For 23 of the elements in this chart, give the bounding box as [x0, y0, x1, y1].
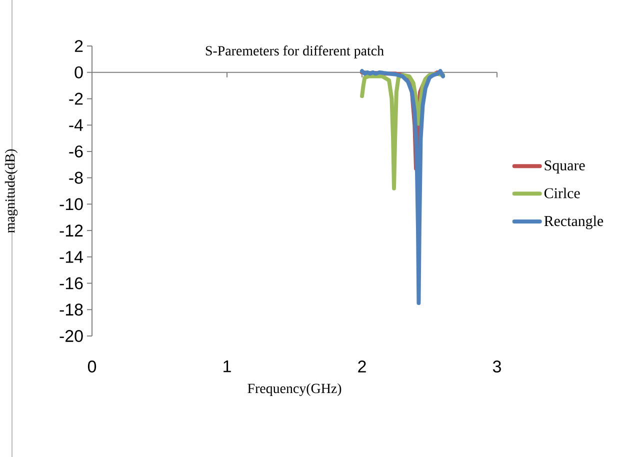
y-tick-label: -2: [69, 92, 83, 105]
y-tick-label: -18: [60, 304, 83, 316]
legend-label: Cirlce: [544, 188, 580, 198]
y-tick-label: -12: [60, 224, 83, 236]
y-tick-label: -4: [69, 119, 83, 131]
y-tick-label: -10: [60, 198, 83, 210]
y-axis-title: magnitude(dB): [4, 149, 18, 233]
y-tick-label: -6: [69, 145, 83, 158]
x-tick-label: 0: [88, 360, 96, 373]
y-tick-label: -14: [60, 251, 83, 263]
legend-label: Square: [544, 160, 585, 174]
y-tick-label: 2: [74, 40, 83, 52]
y-tick-label: 0: [74, 66, 83, 78]
y-tick-label: -20: [60, 330, 83, 342]
x-tick-label: 1: [224, 360, 231, 372]
line-series: [360, 69, 446, 306]
legend-label: Rectangle: [544, 216, 604, 230]
x-tick-label: 3: [492, 360, 501, 373]
y-tick-label: -16: [60, 277, 83, 290]
x-tick-label: 2: [358, 360, 366, 372]
y-tick-label: -8: [69, 172, 83, 184]
chart-title: S-Paremeters for different patch: [206, 46, 384, 58]
x-axis-title: Frequency(GHz): [248, 383, 342, 396]
